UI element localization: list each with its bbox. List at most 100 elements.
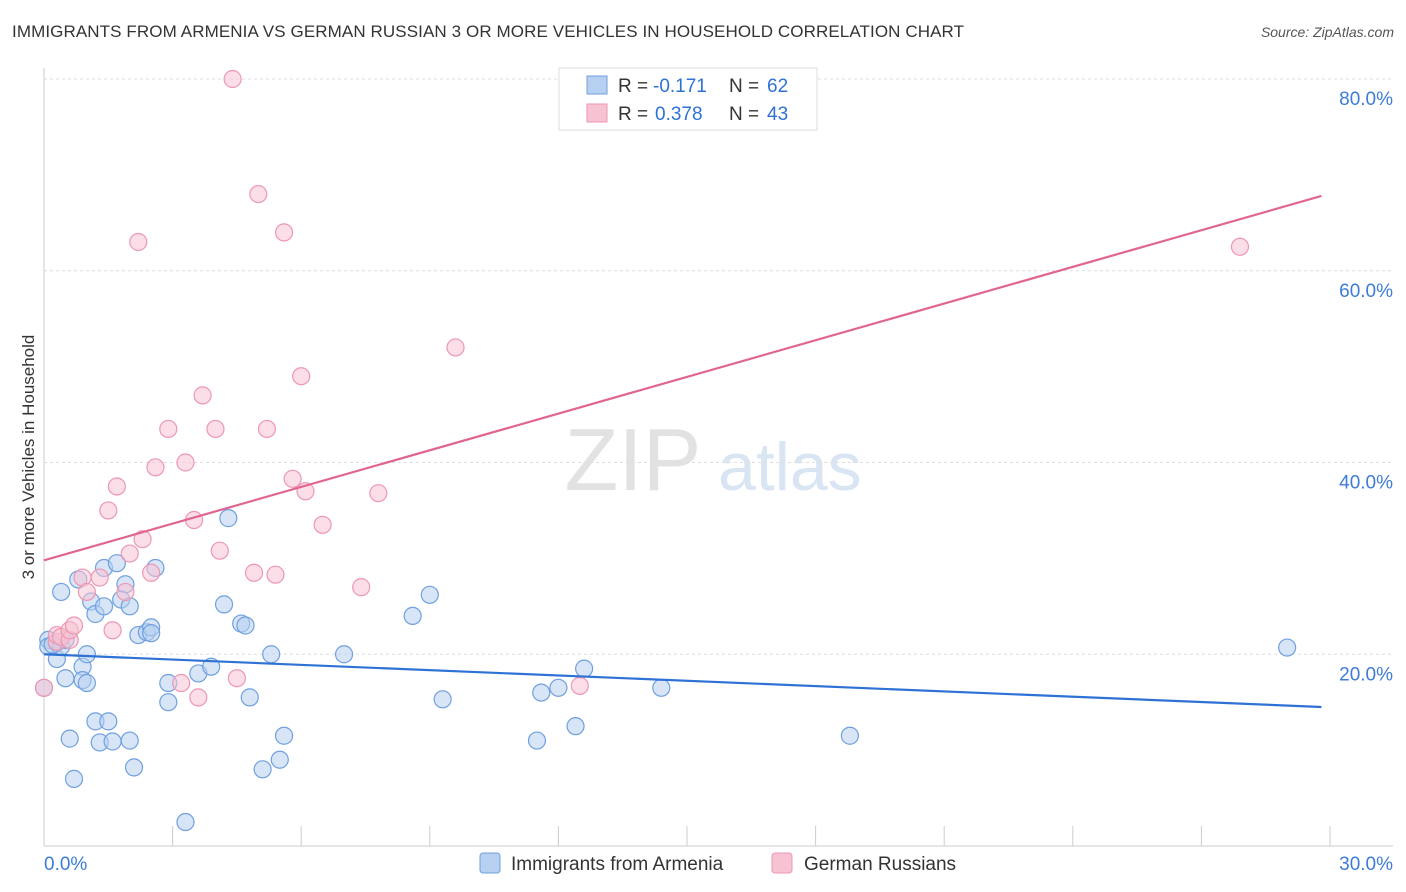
chart-source: Source: ZipAtlas.com [1260, 24, 1394, 40]
point-armenia [56, 669, 75, 688]
top-legend: R = -0.171 N = 62 R = 0.378 N = 43 [558, 67, 818, 131]
point-armenia [274, 726, 294, 745]
watermark-atlas: atlas [718, 429, 862, 505]
point-german-russians [227, 669, 246, 688]
point-german-russians [172, 673, 191, 693]
legend-swatch-german-russians [586, 103, 608, 123]
point-armenia [549, 678, 568, 697]
legend-r-value-german-russians: 0.378 [655, 104, 703, 125]
point-german-russians [283, 469, 302, 488]
bottom-legend-swatch-german-russians [771, 852, 793, 874]
point-german-russians [206, 419, 225, 439]
point-armenia [652, 678, 671, 697]
legend-r-label-armenia: R = [618, 76, 648, 97]
point-armenia [527, 731, 547, 750]
x-tick-label-min: 0.0% [44, 854, 87, 875]
point-german-russians [90, 568, 109, 587]
point-german-russians [189, 688, 208, 707]
axis-layer: 20.0% 40.0% 60.0% 80.0% 0.0% 30.0% [43, 68, 1393, 875]
point-german-russians [223, 69, 242, 89]
point-armenia [262, 645, 281, 664]
point-german-russians [34, 678, 54, 697]
bottom-legend: Immigrants from Armenia German Russians [479, 852, 956, 875]
point-german-russians [446, 338, 465, 357]
point-armenia [77, 645, 96, 664]
point-armenia [60, 729, 79, 748]
point-german-russians [244, 563, 264, 582]
y-tick-label: 60.0% [1339, 281, 1393, 302]
point-german-russians [77, 582, 96, 602]
point-armenia [1278, 638, 1297, 657]
point-armenia [176, 812, 195, 832]
point-armenia [64, 769, 84, 788]
legend-r-value-armenia: -0.171 [653, 76, 707, 97]
legend-n-value-armenia: 62 [767, 76, 788, 97]
point-german-russians [120, 544, 139, 563]
y-tick-label: 40.0% [1339, 473, 1393, 494]
point-german-russians [313, 515, 332, 534]
x-tick-label-max: 30.0% [1339, 854, 1393, 875]
point-german-russians [116, 582, 135, 602]
watermark-zip: ZIP [565, 410, 702, 509]
bottom-legend-swatch-armenia [479, 852, 501, 874]
point-armenia [142, 624, 161, 643]
point-german-russians [142, 563, 161, 582]
point-armenia [403, 606, 422, 626]
point-armenia [103, 732, 122, 751]
chart-title: IMMIGRANTS FROM ARMENIA VS GERMAN RUSSIA… [12, 22, 965, 41]
legend-r-label-german-russians: R = [618, 104, 648, 125]
point-german-russians [257, 419, 277, 439]
point-armenia [420, 585, 439, 604]
point-german-russians [266, 565, 285, 584]
point-armenia [124, 758, 144, 777]
point-armenia [334, 645, 354, 664]
point-german-russians [107, 477, 126, 496]
point-armenia [52, 582, 71, 602]
y-tick-label: 80.0% [1339, 89, 1393, 110]
trendline-german-russians [43, 194, 1322, 562]
point-german-russians [176, 453, 195, 472]
point-german-russians [369, 484, 388, 503]
point-armenia [236, 616, 255, 635]
point-armenia [566, 717, 585, 736]
legend-swatch-armenia [586, 75, 608, 95]
points-layer [34, 69, 1297, 832]
bottom-legend-label-german-russians: German Russians [804, 854, 956, 875]
point-armenia [532, 683, 551, 702]
point-armenia [159, 693, 178, 712]
series-1 [34, 69, 1250, 707]
point-german-russians [249, 184, 268, 204]
point-german-russians [274, 223, 294, 242]
legend-n-value-german-russians: 43 [767, 104, 788, 125]
point-armenia [120, 731, 139, 750]
point-german-russians [210, 541, 229, 560]
point-armenia [214, 595, 234, 614]
point-armenia [433, 690, 452, 709]
legend-n-label-armenia: N = [729, 76, 759, 97]
point-armenia [240, 688, 259, 707]
point-armenia [575, 659, 594, 678]
point-armenia [107, 554, 126, 573]
point-german-russians [570, 676, 589, 695]
point-german-russians [1230, 237, 1250, 256]
point-german-russians [64, 616, 84, 635]
y-axis-label: 3 or more Vehicles in Household [19, 335, 38, 580]
point-german-russians [99, 501, 118, 520]
point-german-russians [129, 232, 148, 252]
trend-layer [43, 194, 1322, 709]
point-german-russians [159, 419, 178, 439]
legend-n-label-german-russians: N = [729, 104, 759, 125]
point-german-russians [352, 578, 371, 597]
point-german-russians [292, 367, 311, 386]
point-armenia [270, 750, 289, 769]
point-german-russians [146, 458, 165, 477]
point-armenia [99, 712, 118, 731]
point-armenia [253, 760, 272, 779]
bottom-legend-label-armenia: Immigrants from Armenia [511, 854, 724, 875]
point-armenia [77, 673, 96, 693]
point-armenia [94, 597, 114, 616]
point-armenia [219, 509, 238, 528]
point-german-russians [133, 530, 152, 549]
